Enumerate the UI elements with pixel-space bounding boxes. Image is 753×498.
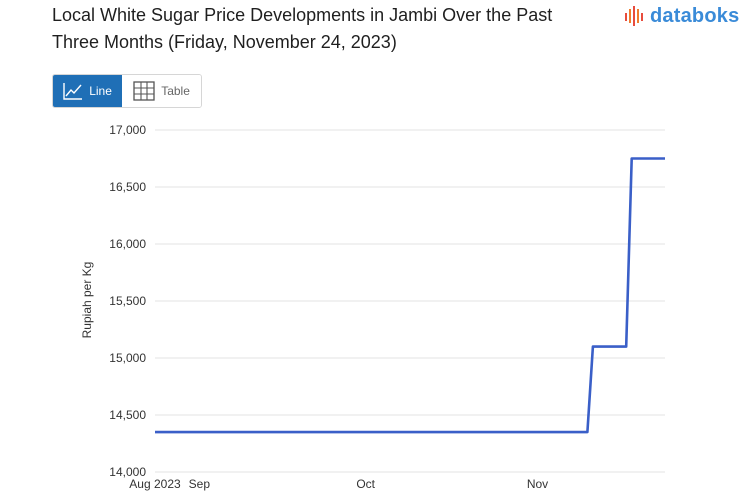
line-view-button[interactable]: Line bbox=[53, 75, 123, 107]
x-axis-ticks: Aug 2023 Sep Oct Nov bbox=[129, 477, 548, 491]
y-tick-label: 16,500 bbox=[109, 180, 146, 194]
x-tick-label: Sep bbox=[189, 477, 211, 491]
databoks-logo-icon bbox=[625, 6, 643, 26]
x-tick-label: Nov bbox=[527, 477, 548, 491]
chart-title-line-1: Local White Sugar Price Developments in … bbox=[52, 5, 553, 25]
x-tick-label: Aug 2023 bbox=[129, 477, 181, 491]
y-tick-label: 15,000 bbox=[109, 351, 146, 365]
y-tick-label: 14,500 bbox=[109, 408, 146, 422]
x-tick-label: Oct bbox=[356, 477, 375, 491]
chart-title: Local White Sugar Price Developments in … bbox=[52, 2, 612, 56]
y-tick-label: 16,000 bbox=[109, 237, 146, 251]
databoks-logo-text: databoks bbox=[650, 4, 740, 27]
chart-title-line-2: Three Months (Friday, November 24, 2023) bbox=[52, 32, 397, 52]
y-axis-ticks: 14,000 14,500 15,000 15,500 16,000 16,500 17,0… bbox=[109, 123, 146, 479]
line-chart-icon bbox=[63, 83, 83, 100]
y-axis-label: Rupiah per Kg bbox=[80, 262, 94, 339]
databoks-logo[interactable]: databoks bbox=[624, 3, 739, 29]
y-tick-label: 15,500 bbox=[109, 294, 146, 308]
table-grid-icon bbox=[133, 81, 155, 101]
table-view-button[interactable]: Table bbox=[122, 75, 201, 107]
line-view-label: Line bbox=[89, 84, 112, 98]
y-tick-label: 14,000 bbox=[109, 465, 146, 479]
price-series-line bbox=[155, 157, 665, 434]
table-view-label: Table bbox=[161, 84, 190, 98]
view-toggle: Line Table bbox=[52, 74, 202, 108]
y-tick-label: 17,000 bbox=[109, 123, 146, 137]
grid-lines bbox=[155, 129, 665, 473]
